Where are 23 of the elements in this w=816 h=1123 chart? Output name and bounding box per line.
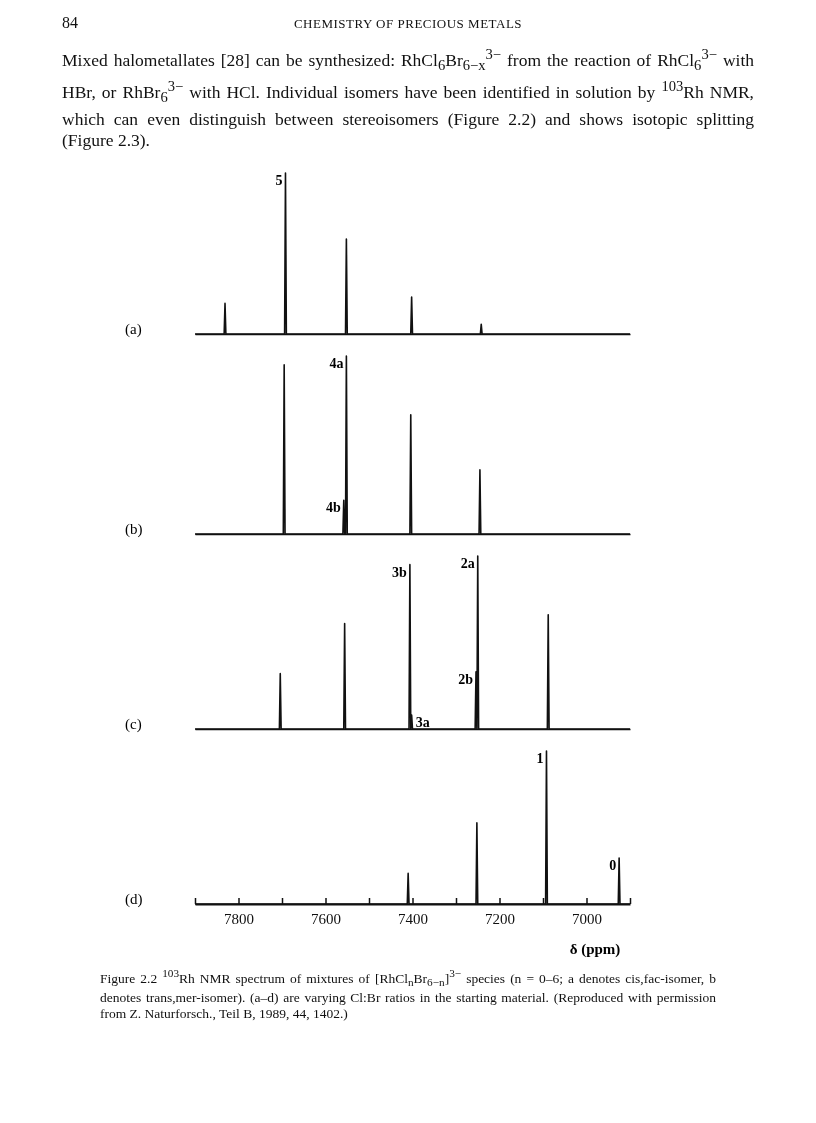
annotation: 4b xyxy=(325,499,341,515)
annotation: 0 xyxy=(609,857,617,873)
text: CHEMISTRY OF PRECIOUS METALS xyxy=(293,16,523,31)
x-tick-label: 7400 xyxy=(398,910,428,927)
x-tick-label: 7800 xyxy=(224,910,254,927)
annotation: 1 xyxy=(536,750,544,766)
annotation: 5 xyxy=(275,172,283,188)
annotation: 2a xyxy=(460,555,475,571)
annotation: 2b xyxy=(458,671,474,687)
annotation: 3b xyxy=(392,564,408,580)
text: (a) xyxy=(125,320,142,338)
text: Mixed halometallates [28] can be synthesized: RhCl$_{6}$Br$_{6−x}$$^{3−}$ from the reaction of RhCl$_{6}$$^{3−}$ with HBr, or RhBr$_{6}$$^{3−}$ with HCl. Individual isomers have been identified in solution by $^{103}$Rh NMR, which can even distinguish between stereoisomers (Figure 2.2) and shows isotopic splitting (Figure 2.3). xyxy=(62,46,754,150)
x-tick-label: 7600 xyxy=(311,910,341,927)
x-tick-label: 7200 xyxy=(485,910,515,927)
text: (d) xyxy=(125,890,143,908)
text: (b) xyxy=(125,520,143,538)
annotation: 3a xyxy=(415,714,430,730)
x-axis-title: δ (ppm) xyxy=(569,940,621,958)
annotation: 4a xyxy=(329,355,344,371)
text: Figure 2.2 $^{103}$Rh NMR spectrum of mixtures of [RhCl$_{n}$Br$_{6−n}$]$^{3−}$ species (n = 0–6; a denotes cis,fac-isomer, b denotes trans,mer-isomer). (a–d) are varying Cl:Br ratios in the starting material. (Reproduced with permission from Z. Naturforsch., Teil B, 1989, 44, 1402.) xyxy=(100,966,716,1021)
x-tick-label: 7000 xyxy=(572,910,602,927)
text: 84 xyxy=(62,14,78,32)
text: (c) xyxy=(125,715,142,733)
